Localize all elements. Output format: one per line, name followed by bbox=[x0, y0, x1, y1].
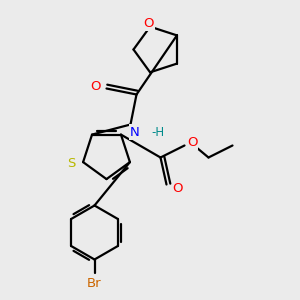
Text: N: N bbox=[130, 125, 140, 139]
Text: O: O bbox=[143, 16, 154, 30]
Text: O: O bbox=[90, 80, 100, 93]
Text: O: O bbox=[187, 136, 197, 149]
Text: Br: Br bbox=[87, 277, 102, 290]
Text: S: S bbox=[68, 157, 76, 170]
Text: -H: -H bbox=[151, 125, 164, 139]
Text: O: O bbox=[173, 182, 183, 196]
